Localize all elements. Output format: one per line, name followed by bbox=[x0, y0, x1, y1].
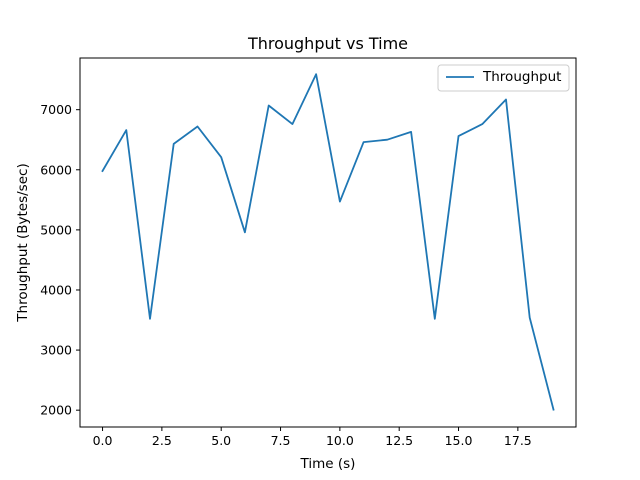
y-tick-label: 3000 bbox=[40, 343, 72, 358]
x-tick-label: 15.0 bbox=[445, 433, 473, 448]
y-tick-label: 4000 bbox=[40, 282, 72, 297]
y-tick-label: 7000 bbox=[40, 102, 72, 117]
x-tick-label: 10.0 bbox=[326, 433, 354, 448]
y-tick-label: 5000 bbox=[40, 222, 72, 237]
series-line-throughput bbox=[101, 73, 555, 411]
x-tick-label: 7.5 bbox=[271, 433, 291, 448]
axes-ticks: 0.0 2.5 5.0 7.5 10.0 12.5 15.0 17.5 2000 3000 4000… bbox=[40, 102, 532, 448]
x-tick-label: 2.5 bbox=[152, 433, 172, 448]
y-axis-title: Throughput (Bytes/sec) bbox=[15, 163, 31, 322]
plot-frame bbox=[79, 57, 577, 428]
x-tick-label: 0.0 bbox=[93, 433, 113, 448]
legend-label-throughput: Throughput bbox=[482, 69, 561, 85]
x-axis-title: Time (s) bbox=[300, 456, 356, 472]
y-tick-label: 6000 bbox=[40, 162, 72, 177]
x-tick-label: 5.0 bbox=[211, 433, 231, 448]
chart-title: Throughput vs Time bbox=[247, 34, 408, 53]
x-tick-label: 12.5 bbox=[385, 433, 413, 448]
legend: Throughput bbox=[437, 64, 570, 92]
x-tick-label: 17.5 bbox=[504, 433, 532, 448]
legend-box bbox=[437, 64, 570, 92]
y-tick-label: 2000 bbox=[40, 403, 72, 418]
